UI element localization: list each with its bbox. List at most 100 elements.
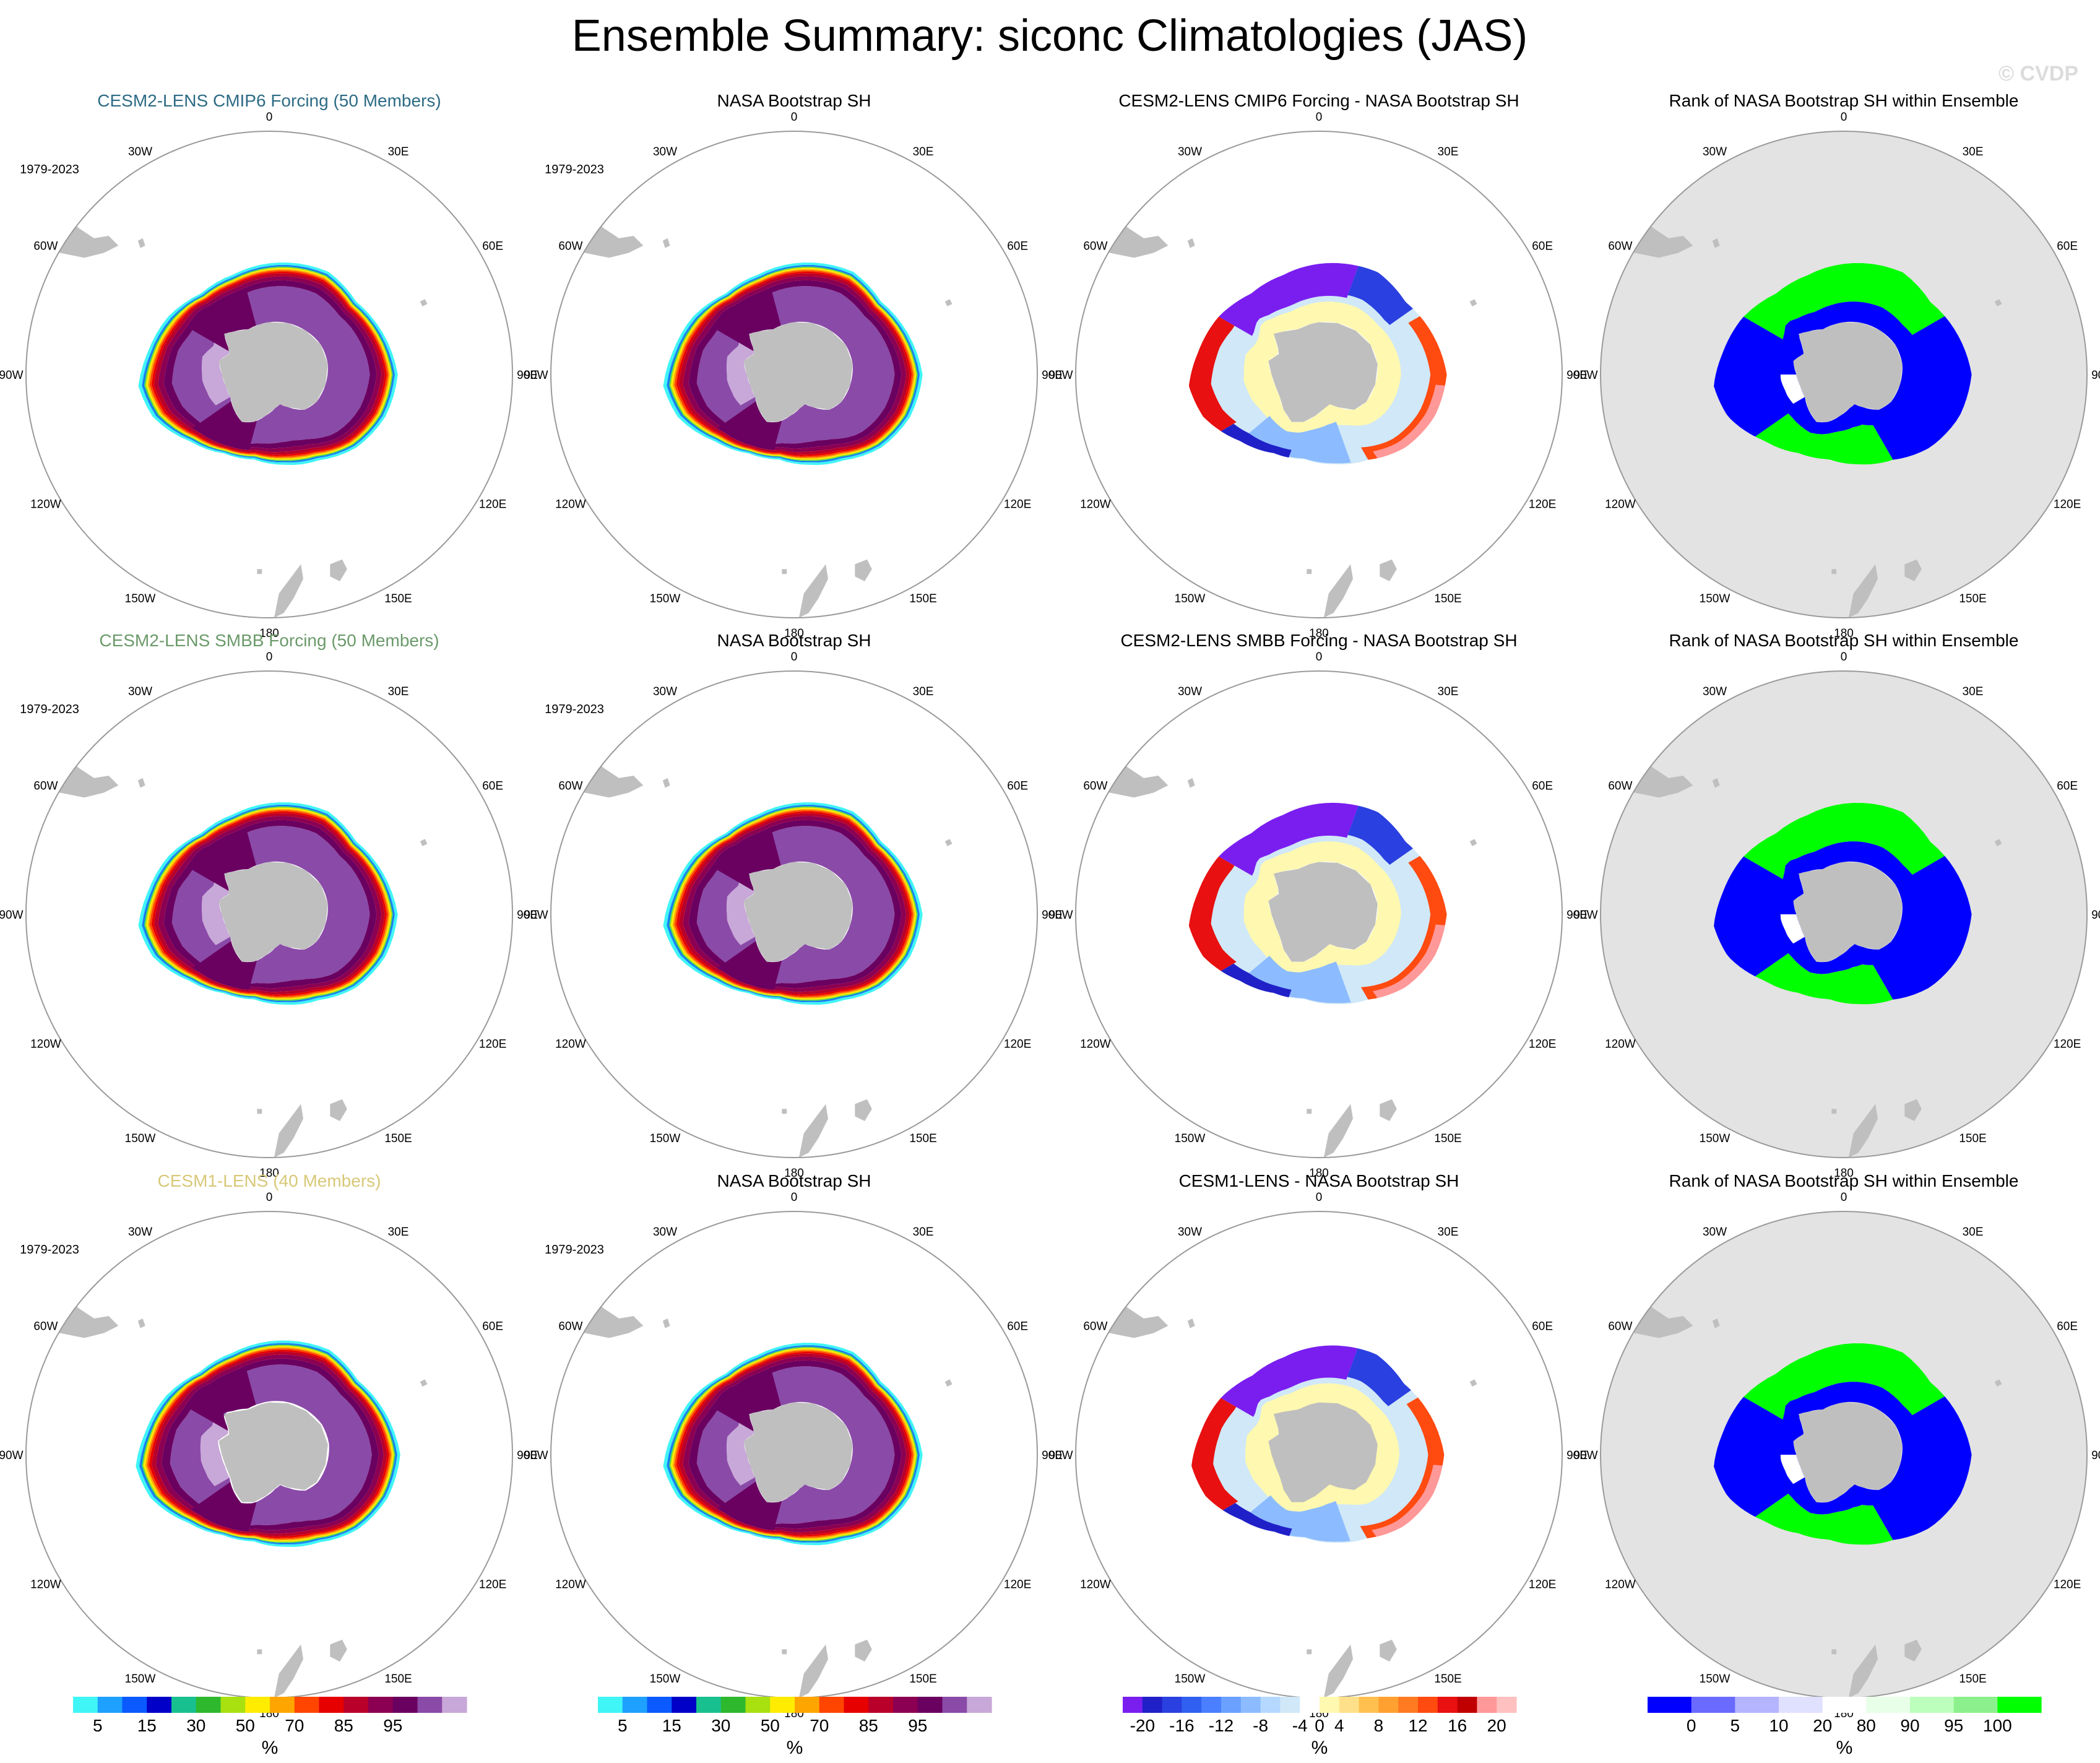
colorbar-swatch: [844, 1697, 869, 1713]
colorbar-swatch: [1910, 1697, 1955, 1713]
colorbar-tick-label: 100: [1983, 1716, 2012, 1735]
antarctica-landmass: [218, 1402, 328, 1502]
longitude-label: 90E: [1566, 1449, 1588, 1462]
kerguelen-island: [1469, 299, 1477, 306]
longitude-label: 60W: [33, 1320, 58, 1333]
longitude-label: 90W: [1048, 909, 1073, 922]
falkland-islands: [1187, 238, 1195, 248]
panel-title: Rank of NASA Bootstrap SH within Ensembl…: [1669, 631, 2019, 650]
antarctica-landmass: [1793, 1402, 1903, 1502]
longitude-label: 90E: [1042, 909, 1063, 922]
colorbar-swatch: [1648, 1697, 1692, 1713]
longitude-label: 180: [259, 627, 279, 640]
chatham-island: [1307, 569, 1312, 574]
rank-low-coastal: [1768, 841, 1926, 974]
chatham-island: [257, 569, 262, 574]
colorbar-swatch: [1997, 1697, 2042, 1713]
longitude-label: 150E: [909, 1673, 936, 1686]
tasmania-landmass: [1380, 1099, 1397, 1121]
longitude-label: 60E: [1007, 1320, 1028, 1333]
longitude-label: 120W: [1080, 1038, 1111, 1051]
map-panel-r1c3: CESM2-LENS CMIP6 Forcing - NASA Bootstra…: [1048, 91, 1587, 640]
falkland-islands: [662, 1318, 670, 1328]
longitude-label: 120E: [479, 1038, 506, 1051]
longitude-label: 60W: [33, 780, 58, 793]
longitude-label: 30E: [1963, 145, 1984, 158]
falkland-islands: [662, 778, 670, 788]
rank-mid: [1780, 1455, 1805, 1484]
longitude-label: 150W: [125, 1132, 156, 1145]
rank-high-ross: [1755, 953, 1893, 1005]
longitude-label: 150E: [1959, 592, 1986, 605]
colorbar-swatch: [795, 1697, 820, 1713]
panel-title: NASA Bootstrap SH: [717, 1171, 871, 1190]
colorbar-swatch: [196, 1697, 222, 1713]
falkland-islands: [1712, 778, 1720, 788]
longitude-label: 0: [791, 111, 798, 124]
colorbar-swatch: [1866, 1697, 1911, 1713]
colorbar-tick-label: 50: [761, 1716, 780, 1735]
kerguelen-island: [944, 1379, 953, 1387]
map-boundary: [25, 131, 513, 618]
field-layer: [1601, 199, 2002, 618]
map-panel-r1c2: NASA Bootstrap SH0 30E 60E 90E 120E 150E 180 15…: [524, 91, 1062, 640]
colorbar-swatch: [1300, 1697, 1320, 1713]
new-zealand-landmass: [1323, 1104, 1353, 1158]
colorbar-tick-label: -16: [1169, 1716, 1194, 1735]
map-boundary: [550, 670, 1038, 1158]
map-panel-r3c4: Rank of NASA Bootstrap SH within Ensembl…: [1573, 1171, 2100, 1720]
difference-ross-edge: [1221, 963, 1292, 998]
longitude-label: 60E: [2057, 780, 2078, 793]
longitude-label: 120E: [1004, 1579, 1031, 1592]
chatham-island: [1307, 1109, 1312, 1114]
longitude-label: 120E: [2054, 498, 2081, 511]
map-panel-r2c4: Rank of NASA Bootstrap SH within Ensembl…: [1573, 631, 2100, 1180]
longitude-label: 30E: [388, 145, 409, 158]
longitude-label: 30W: [653, 685, 677, 698]
panel-grid: CESM2-LENS CMIP6 Forcing (50 Members)030…: [0, 91, 2100, 1720]
rank-mid: [1780, 375, 1805, 404]
longitude-label: 90W: [1048, 369, 1073, 382]
colorbar-swatch: [1822, 1697, 1867, 1713]
colorbar-swatch: [1339, 1697, 1360, 1713]
colorbar-swatch: [917, 1697, 943, 1713]
panel-title: NASA Bootstrap SH: [717, 631, 871, 650]
longitude-label: 30W: [128, 685, 152, 698]
map-boundary: [1075, 670, 1563, 1158]
longitude-label: 150E: [384, 1132, 412, 1145]
longitude-label: 60W: [558, 240, 582, 253]
tasmania-landmass: [1904, 559, 1922, 581]
antarctica-landmass: [1268, 322, 1378, 422]
new-zealand-landmass: [798, 1104, 828, 1158]
colorbar-tick-label: 0: [1687, 1716, 1696, 1735]
longitude-label: 90E: [1566, 909, 1588, 922]
kerguelen-island: [1994, 839, 2002, 846]
longitude-label: 90W: [1048, 1449, 1073, 1462]
colorbar-swatch: [1240, 1697, 1261, 1713]
longitude-label: 90W: [1573, 1449, 1597, 1462]
weddell-sea-ice: [186, 1366, 256, 1431]
new-zealand-landmass: [1848, 1104, 1878, 1158]
colorbar-unit: %: [1311, 1738, 1328, 1758]
colorbar-tick-label: 16: [1448, 1716, 1467, 1735]
chatham-island: [257, 1649, 262, 1655]
colorbar-swatch: [1359, 1697, 1379, 1713]
colorbar-tick-label: -4: [1292, 1716, 1308, 1735]
colorbar-unit: %: [262, 1738, 279, 1758]
ross-sea-ice: [191, 1482, 257, 1531]
longitude-label: 180: [1834, 1167, 1854, 1180]
longitude-label: 30W: [1703, 1226, 1727, 1239]
longitude-label: 90W: [1573, 909, 1597, 922]
tasmania-landmass: [330, 1639, 347, 1662]
colorbar-swatch: [1691, 1697, 1735, 1713]
field-layer: [1601, 739, 2002, 1158]
colorbar-tick-label: 5: [93, 1716, 103, 1735]
difference-ross-negative: [1240, 955, 1351, 1003]
coastal-polynya: [201, 882, 230, 945]
colorbar-tick-label: -12: [1209, 1716, 1234, 1735]
colorbar-swatch: [868, 1697, 894, 1713]
antarctica-landmass: [1793, 322, 1903, 422]
antarctica-landmass: [743, 862, 853, 962]
longitude-label: 150E: [909, 592, 936, 605]
longitude-label: 30E: [388, 1226, 409, 1239]
